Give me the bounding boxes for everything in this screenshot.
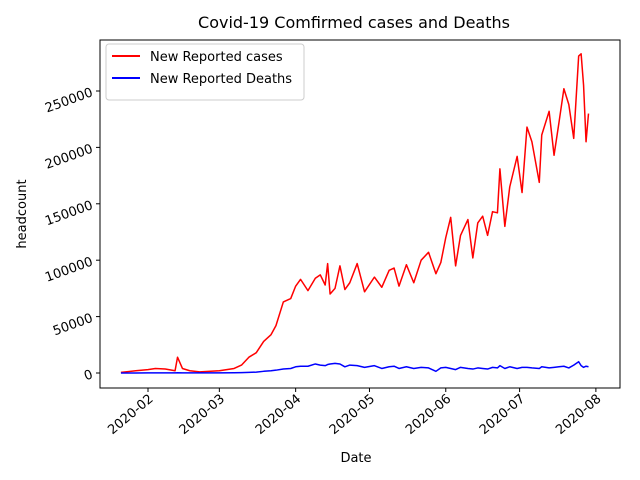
chart-title: Covid-19 Comfirmed cases and Deaths [198, 13, 510, 32]
plot-frame [99, 39, 621, 389]
legend-box [105, 43, 305, 101]
legend-label: New Reported Deaths [150, 72, 292, 87]
series-line [120, 53, 590, 374]
series-line [120, 360, 589, 374]
y-axis-label: headcount [15, 179, 30, 248]
x-axis-label: Date [340, 451, 371, 466]
legend-label: New Reported cases [150, 50, 283, 65]
